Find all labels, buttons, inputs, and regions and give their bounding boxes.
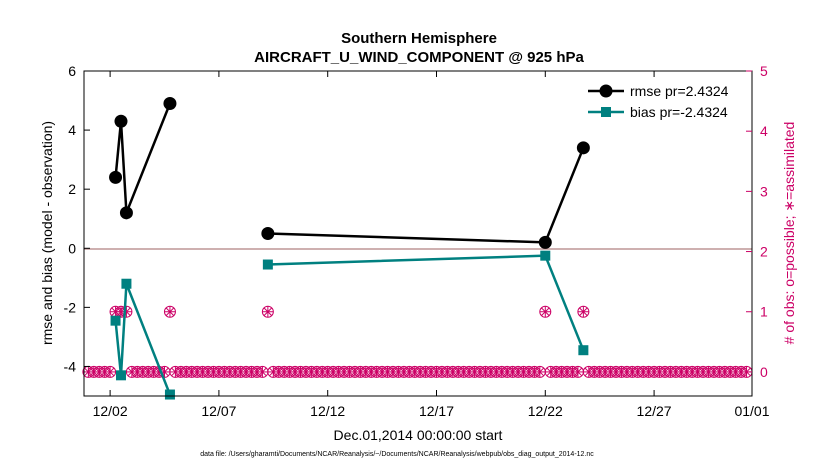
y-right-tick-label: 0 [760, 364, 768, 380]
x-tick-label: 01/01 [734, 403, 769, 419]
y-tick-label: -4 [64, 358, 77, 374]
legend-bias-marker [601, 107, 611, 117]
obs-assimilated-marker [262, 306, 274, 318]
y-axis-left: -4 -2 0 2 4 6 [64, 63, 90, 374]
x-tick-label: 12/12 [310, 403, 345, 419]
legend: rmse pr=2.4324 bias pr=-2.4324 [584, 80, 744, 126]
rmse-point [109, 170, 123, 184]
obs-star-stroke [165, 307, 175, 316]
y-right-tick-label: 1 [760, 304, 768, 320]
series-line [114, 283, 172, 395]
y-tick-label: 4 [68, 122, 76, 138]
bias-point [262, 259, 273, 270]
x-tick-label: 12/22 [528, 403, 563, 419]
y-right-tick-label: 3 [760, 183, 768, 199]
obs-assimilated-marker [577, 306, 589, 318]
y-right-tick-label: 4 [760, 123, 768, 139]
y-axis-right: 0 1 2 3 4 5 [746, 63, 768, 380]
obs-star-stroke [541, 307, 550, 316]
rmse-point [163, 97, 177, 110]
obs-assimilated-marker [164, 306, 176, 318]
obs-assimilated-marker [256, 366, 268, 378]
y-axis-label: rmse and bias (model - observation) [39, 121, 55, 345]
bias-series [110, 250, 589, 400]
obs-star-stroke [579, 307, 588, 316]
y-right-tick-label: 2 [760, 244, 768, 260]
legend-bias-label: bias pr=-2.4324 [630, 104, 728, 120]
obs-star-stroke [573, 367, 583, 377]
obs-star-stroke [105, 367, 115, 377]
legend-rmse-label: rmse pr=2.4324 [630, 83, 729, 99]
y-tick-label: 0 [68, 240, 76, 256]
obs-assimilated-marker [120, 306, 132, 318]
rmse-point [114, 114, 128, 128]
series-line [114, 103, 172, 214]
obs-star-stroke [263, 307, 273, 316]
bias-point [578, 345, 589, 356]
data-file-footer: data file: /Users/gharamti/Documents/NCA… [200, 451, 594, 458]
y-right-tick-label: 5 [760, 63, 768, 79]
y-axis-right-label: # of obs: o=possible; ∗=assimilated [781, 122, 797, 345]
bias-point [110, 315, 121, 326]
obs-assimilated-marker [104, 366, 116, 378]
rmse-point [576, 141, 590, 155]
legend-rmse-marker [599, 84, 613, 98]
obs-star-stroke [535, 367, 545, 377]
obs-assimilated-marker [539, 306, 551, 318]
x-tick-label: 12/02 [93, 403, 128, 419]
rmse-series [109, 97, 590, 249]
rmse-point [538, 235, 552, 249]
rmse-point [119, 206, 133, 220]
bias-point [540, 250, 551, 261]
plot-frame [83, 70, 753, 397]
x-tick-label: 12/17 [419, 403, 454, 419]
obs-star-stroke [258, 367, 267, 377]
y-tick-label: 2 [68, 181, 76, 197]
bias-point [164, 389, 175, 400]
bias-point [115, 370, 126, 381]
chart-subtitle: AIRCRAFT_U_WIND_COMPONENT @ 925 hPa [254, 49, 584, 66]
obs-assimilated-marker [572, 366, 584, 378]
x-axis: 12/02 12/07 12/12 12/17 12/22 12/27 01/01 [93, 71, 770, 419]
bias-point [121, 278, 132, 289]
y-tick-label: -2 [64, 299, 77, 315]
obs-count-layer [82, 305, 753, 378]
x-tick-label: 12/27 [637, 403, 672, 419]
chart-title: Southern Hemisphere [341, 30, 497, 47]
x-tick-label: 12/07 [201, 403, 236, 419]
rmse-point [261, 227, 275, 240]
obs-assimilated-marker [534, 366, 546, 378]
y-tick-label: 6 [68, 63, 76, 79]
x-axis-label: Dec.01,2014 00:00:00 start [334, 427, 503, 443]
